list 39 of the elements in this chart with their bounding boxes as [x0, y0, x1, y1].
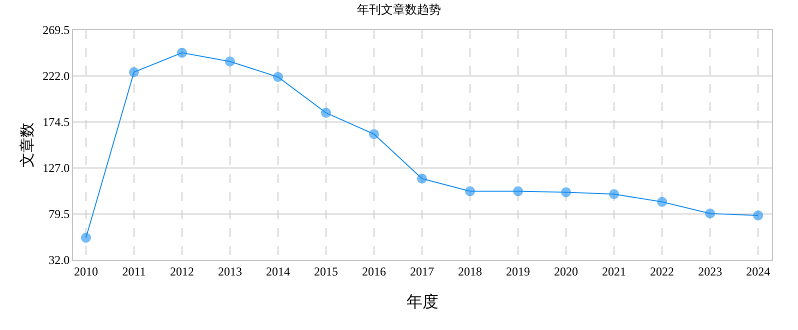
point	[176, 48, 187, 58]
x-tick-label: 2022	[650, 264, 674, 278]
x-tick-label: 2014	[266, 264, 290, 278]
y-tick-label: 127.0	[42, 161, 70, 176]
x-tick-label: 2021	[602, 264, 626, 278]
point	[417, 174, 428, 184]
x-tick-label: 2013	[218, 264, 242, 278]
y-axis-title: 文章数	[18, 122, 36, 168]
x-tick-label: 2023	[698, 264, 722, 278]
x-tick-label: 2015	[314, 264, 338, 278]
point	[513, 186, 524, 196]
point	[561, 187, 572, 198]
x-tick-label: 2011	[122, 264, 146, 278]
point	[128, 67, 139, 78]
y-tick-label: 174.5	[42, 115, 70, 130]
point	[465, 186, 476, 196]
x-tick-label: 2020	[554, 264, 578, 278]
point	[657, 196, 668, 207]
point	[753, 210, 764, 220]
chart-title: 年刊文章数趋势	[357, 2, 441, 16]
y-tick-label: 32.0	[48, 253, 70, 268]
point	[321, 108, 331, 118]
x-tick-label: 2016	[362, 264, 386, 278]
x-tick-label: 2012	[170, 264, 194, 278]
y-tick-label: 222.0	[42, 69, 70, 84]
point	[705, 208, 716, 219]
x-tick-label: 2019	[506, 264, 530, 278]
point	[80, 232, 91, 243]
point	[224, 56, 235, 66]
y-tick-label: 79.5	[48, 207, 70, 222]
y-tick-label: 269.5	[42, 23, 70, 38]
point	[369, 129, 380, 140]
x-tick-label: 2010	[74, 264, 98, 278]
point	[609, 189, 620, 200]
x-tick-label: 2018	[458, 264, 482, 278]
x-axis-title: 年度	[406, 293, 438, 312]
x-tick-label: 2017	[410, 264, 434, 278]
point	[273, 72, 283, 82]
x-tick-label: 2024	[746, 264, 770, 278]
